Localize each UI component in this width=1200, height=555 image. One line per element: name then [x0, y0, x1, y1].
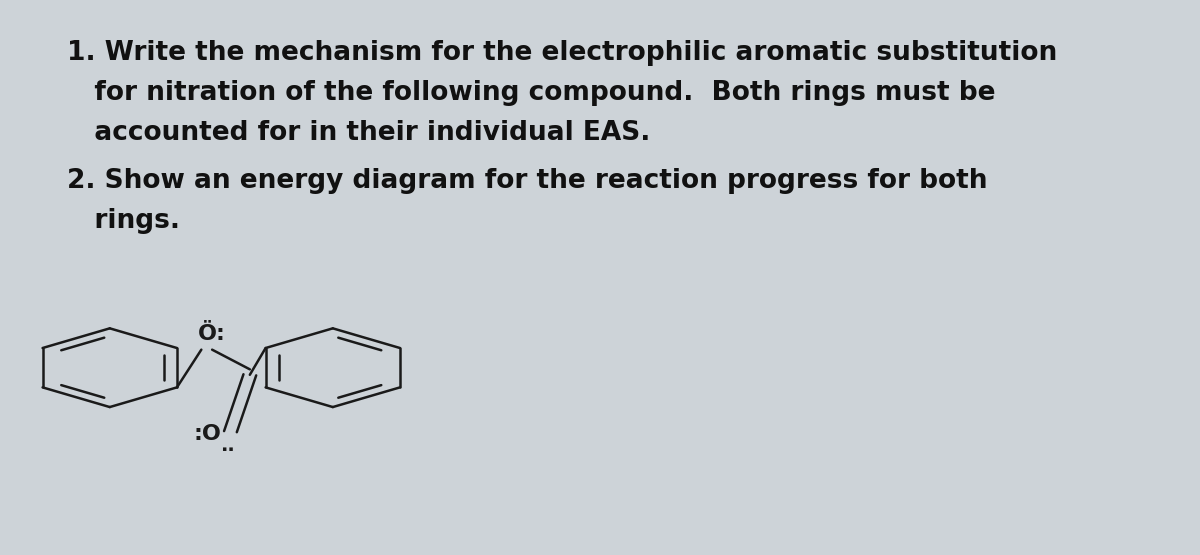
Text: 1. Write the mechanism for the electrophilic aromatic substitution: 1. Write the mechanism for the electroph… — [67, 40, 1057, 65]
Text: :O: :O — [194, 425, 222, 445]
Text: ⋅⋅: ⋅⋅ — [220, 441, 234, 460]
Text: for nitration of the following compound.  Both rings must be: for nitration of the following compound.… — [67, 79, 995, 105]
Text: 2. Show an energy diagram for the reaction progress for both: 2. Show an energy diagram for the reacti… — [67, 168, 988, 194]
Text: rings.: rings. — [67, 208, 180, 234]
Text: Ö:: Ö: — [198, 324, 226, 344]
Text: accounted for in their individual EAS.: accounted for in their individual EAS. — [67, 119, 650, 145]
